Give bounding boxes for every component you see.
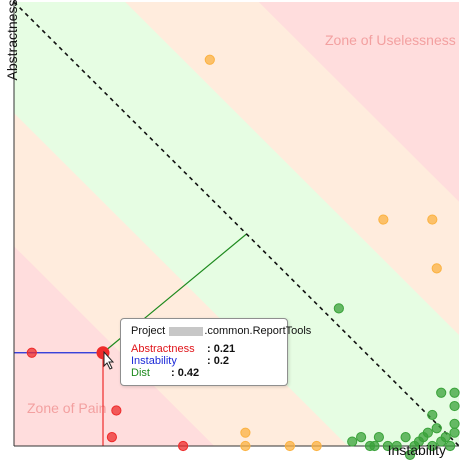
data-point[interactable] bbox=[449, 400, 460, 412]
data-point[interactable] bbox=[449, 387, 460, 398]
data-point[interactable] bbox=[356, 432, 367, 443]
data-point[interactable] bbox=[431, 263, 442, 274]
point-tooltip: Project .common.ReportTools Abstractness… bbox=[120, 318, 311, 386]
data-point[interactable] bbox=[445, 440, 456, 452]
data-point[interactable] bbox=[404, 449, 416, 460]
data-point[interactable] bbox=[111, 405, 122, 416]
tooltip-row-dist: Dist : 0.42 bbox=[131, 367, 199, 379]
data-point[interactable] bbox=[106, 432, 118, 443]
data-point[interactable] bbox=[449, 418, 460, 429]
data-point[interactable] bbox=[369, 440, 380, 452]
zone-pain-label: Zone of Pain bbox=[27, 400, 106, 416]
data-point[interactable] bbox=[378, 214, 389, 225]
data-point[interactable] bbox=[400, 432, 411, 443]
data-point[interactable] bbox=[26, 347, 37, 358]
instability-value: : 0.2 bbox=[207, 355, 230, 367]
data-point[interactable] bbox=[373, 432, 384, 443]
data-point[interactable] bbox=[427, 440, 438, 452]
y-axis-title: Abstractness bbox=[4, 0, 20, 81]
data-point[interactable] bbox=[391, 440, 402, 452]
abstractness-value: : 0.21 bbox=[207, 343, 236, 355]
data-point[interactable] bbox=[431, 423, 442, 434]
data-point[interactable] bbox=[427, 214, 438, 225]
data-point[interactable] bbox=[240, 440, 251, 452]
data-point[interactable] bbox=[178, 440, 189, 452]
data-point[interactable] bbox=[284, 440, 295, 452]
data-point[interactable] bbox=[449, 427, 460, 438]
dist-value: : 0.42 bbox=[171, 367, 200, 379]
data-point[interactable] bbox=[333, 303, 344, 314]
dist-label: Dist bbox=[131, 367, 150, 379]
tooltip-row-abstractness: Abstractness : 0.21 bbox=[131, 343, 235, 355]
data-point[interactable] bbox=[436, 387, 447, 398]
points-layer bbox=[26, 54, 460, 460]
data-point[interactable] bbox=[427, 409, 438, 421]
data-point[interactable] bbox=[347, 436, 358, 447]
abstractness-label: Abstractness bbox=[131, 343, 195, 355]
data-point[interactable] bbox=[422, 427, 433, 438]
x-axis-title: Instability bbox=[387, 442, 446, 458]
data-point[interactable] bbox=[311, 440, 322, 452]
tooltip-title-prefix: Project bbox=[131, 325, 166, 337]
data-point[interactable] bbox=[440, 432, 451, 443]
tooltip-title-suffix: .common.ReportTools bbox=[204, 325, 312, 337]
data-point[interactable] bbox=[240, 427, 251, 438]
data-point[interactable] bbox=[204, 54, 215, 65]
tooltip-row-instability: Instability : 0.2 bbox=[131, 355, 229, 367]
main-sequence-line bbox=[13, 1, 460, 447]
instability-label: Instability bbox=[131, 355, 177, 367]
redacted-name-icon bbox=[169, 326, 204, 336]
tooltip-title: Project .common.ReportTools bbox=[131, 325, 311, 337]
cursor-icon bbox=[103, 350, 115, 370]
zone-uselessness-label: Zone of Uselessness bbox=[325, 32, 456, 48]
